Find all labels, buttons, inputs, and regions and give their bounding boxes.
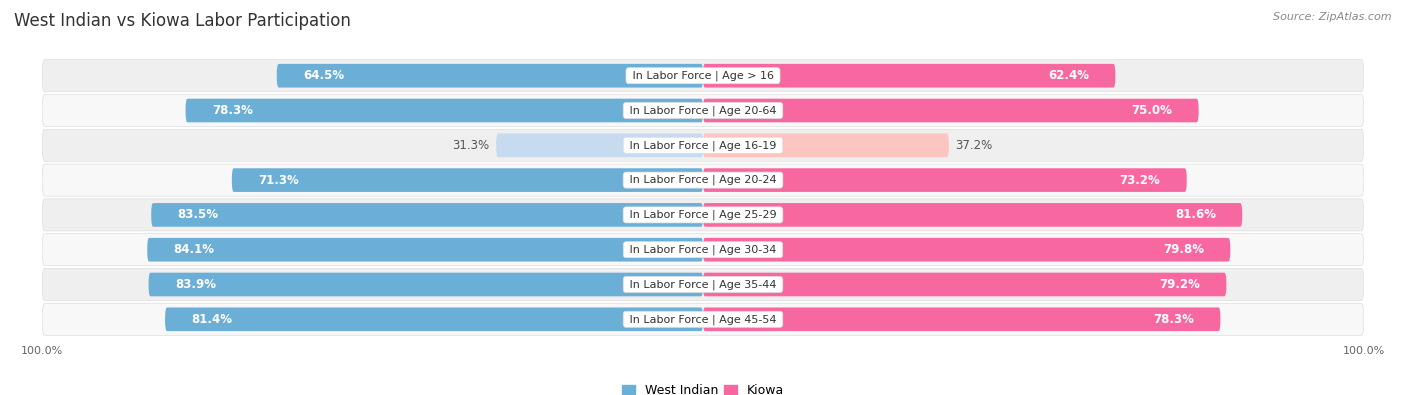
Text: In Labor Force | Age 25-29: In Labor Force | Age 25-29 xyxy=(626,210,780,220)
FancyBboxPatch shape xyxy=(703,307,1220,331)
Text: In Labor Force | Age 45-54: In Labor Force | Age 45-54 xyxy=(626,314,780,325)
Text: In Labor Force | Age 20-24: In Labor Force | Age 20-24 xyxy=(626,175,780,185)
FancyBboxPatch shape xyxy=(42,234,1364,266)
Text: 73.2%: 73.2% xyxy=(1119,173,1160,186)
Text: West Indian vs Kiowa Labor Participation: West Indian vs Kiowa Labor Participation xyxy=(14,12,352,30)
FancyBboxPatch shape xyxy=(148,238,703,261)
FancyBboxPatch shape xyxy=(42,60,1364,92)
Text: In Labor Force | Age > 16: In Labor Force | Age > 16 xyxy=(628,70,778,81)
FancyBboxPatch shape xyxy=(42,164,1364,196)
Text: 78.3%: 78.3% xyxy=(212,104,253,117)
FancyBboxPatch shape xyxy=(703,64,1115,88)
Text: 81.6%: 81.6% xyxy=(1175,209,1216,222)
Text: 75.0%: 75.0% xyxy=(1132,104,1173,117)
Text: 64.5%: 64.5% xyxy=(304,69,344,82)
Text: 71.3%: 71.3% xyxy=(259,173,299,186)
Text: 78.3%: 78.3% xyxy=(1153,313,1194,326)
FancyBboxPatch shape xyxy=(42,199,1364,231)
FancyBboxPatch shape xyxy=(42,269,1364,301)
Text: 79.2%: 79.2% xyxy=(1159,278,1199,291)
Text: 37.2%: 37.2% xyxy=(956,139,993,152)
Text: In Labor Force | Age 30-34: In Labor Force | Age 30-34 xyxy=(626,245,780,255)
Legend: West Indian, Kiowa: West Indian, Kiowa xyxy=(617,379,789,395)
FancyBboxPatch shape xyxy=(149,273,703,296)
FancyBboxPatch shape xyxy=(186,99,703,122)
Text: 79.8%: 79.8% xyxy=(1163,243,1204,256)
Text: 62.4%: 62.4% xyxy=(1047,69,1088,82)
FancyBboxPatch shape xyxy=(42,94,1364,126)
Text: In Labor Force | Age 35-44: In Labor Force | Age 35-44 xyxy=(626,279,780,290)
FancyBboxPatch shape xyxy=(703,203,1243,227)
FancyBboxPatch shape xyxy=(703,134,949,157)
Text: In Labor Force | Age 20-64: In Labor Force | Age 20-64 xyxy=(626,105,780,116)
FancyBboxPatch shape xyxy=(42,129,1364,161)
Text: 81.4%: 81.4% xyxy=(191,313,232,326)
FancyBboxPatch shape xyxy=(703,238,1230,261)
Text: 83.9%: 83.9% xyxy=(174,278,217,291)
FancyBboxPatch shape xyxy=(165,307,703,331)
Text: 83.5%: 83.5% xyxy=(177,209,219,222)
FancyBboxPatch shape xyxy=(42,303,1364,335)
FancyBboxPatch shape xyxy=(277,64,703,88)
FancyBboxPatch shape xyxy=(232,168,703,192)
FancyBboxPatch shape xyxy=(152,203,703,227)
FancyBboxPatch shape xyxy=(703,168,1187,192)
Text: In Labor Force | Age 16-19: In Labor Force | Age 16-19 xyxy=(626,140,780,150)
Text: 31.3%: 31.3% xyxy=(453,139,489,152)
FancyBboxPatch shape xyxy=(703,99,1198,122)
Text: 84.1%: 84.1% xyxy=(174,243,215,256)
FancyBboxPatch shape xyxy=(703,273,1226,296)
FancyBboxPatch shape xyxy=(496,134,703,157)
Text: Source: ZipAtlas.com: Source: ZipAtlas.com xyxy=(1274,12,1392,22)
